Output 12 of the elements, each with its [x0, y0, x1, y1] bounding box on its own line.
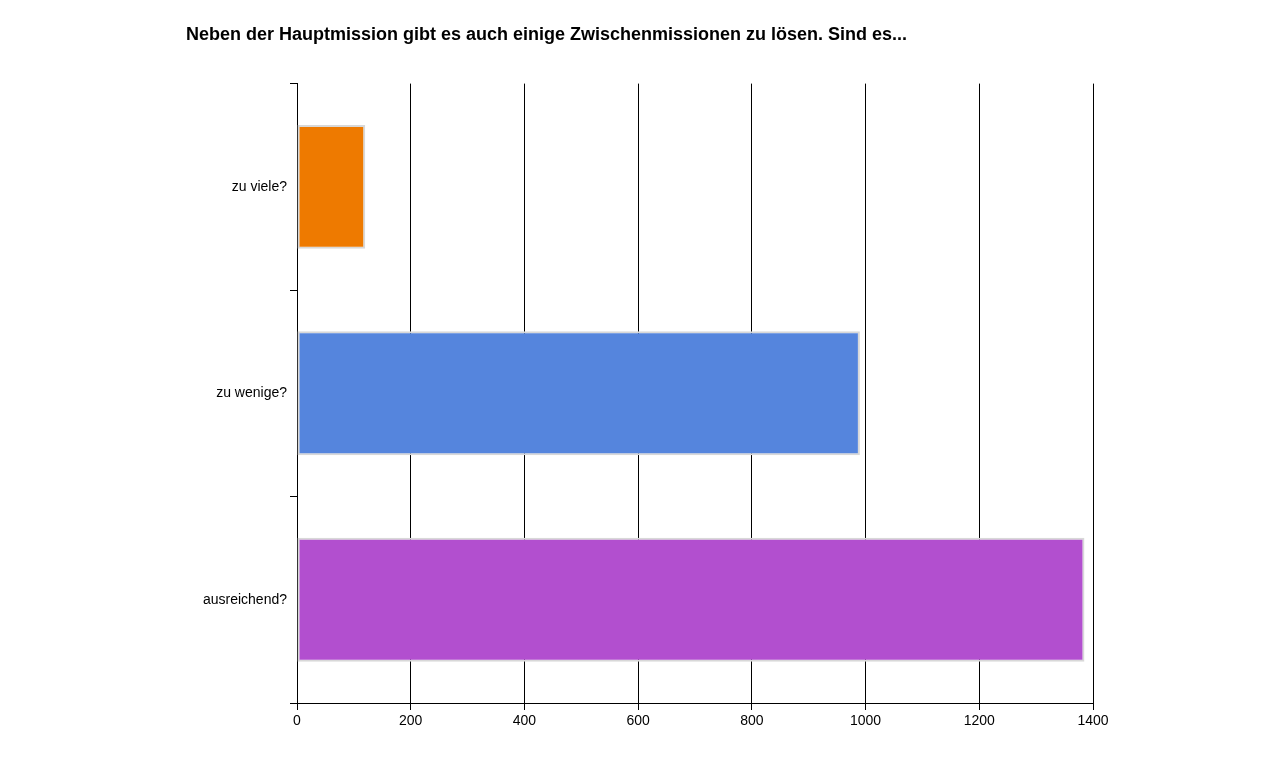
y-tick-label: zu viele?: [231, 177, 288, 194]
x-tick-label: 1200: [963, 712, 996, 729]
y-tick-label: ausreichend?: [202, 590, 288, 607]
x-tick-label: 400: [512, 712, 537, 729]
x-tick-label: 0: [293, 712, 302, 729]
x-tick-label: 200: [399, 712, 423, 729]
x-tick-label: 600: [626, 712, 651, 729]
chart-title: Neben der Hauptmission gibt es auch einige Zwischenmissionen zu lösen. Sind es...: [185, 23, 908, 44]
x-tick-label: 1000: [849, 712, 882, 729]
x-tick-label: 1400: [1077, 712, 1109, 729]
x-tick-label: 800: [740, 712, 764, 729]
y-tick-label: zu wenige?: [216, 384, 288, 401]
